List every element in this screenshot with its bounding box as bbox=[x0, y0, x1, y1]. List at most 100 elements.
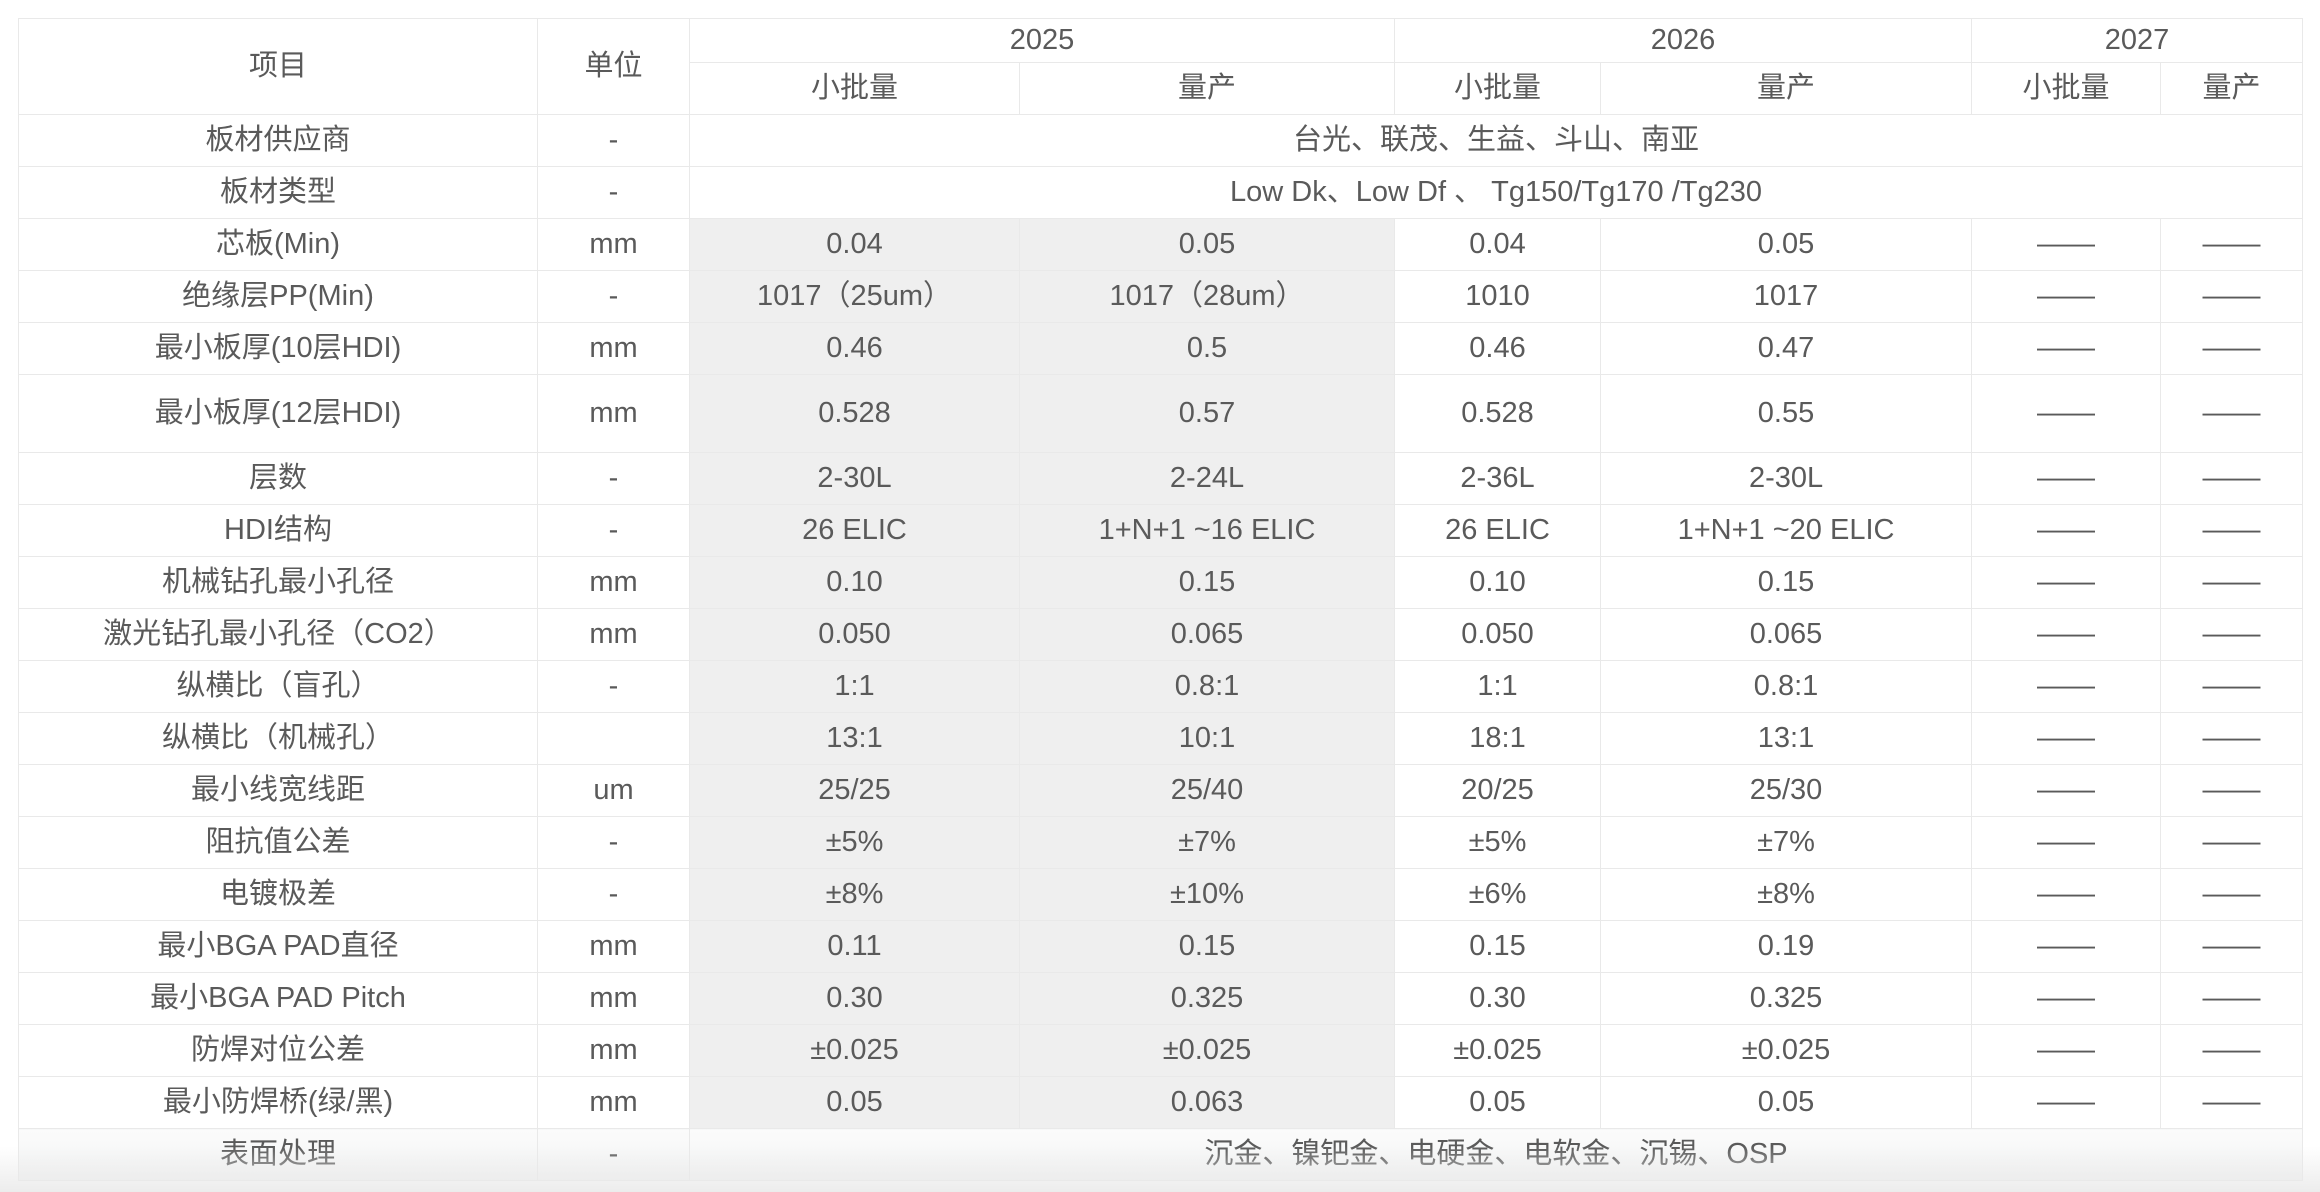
value-cell: 0.04 bbox=[689, 218, 1020, 271]
value-cell: —— bbox=[1971, 452, 2162, 505]
value-cell: 26 ELIC bbox=[1394, 504, 1602, 557]
value-cell: —— bbox=[1971, 712, 2162, 765]
row-label: 最小BGA PAD直径 bbox=[18, 920, 538, 973]
value-cell: ±0.025 bbox=[689, 1024, 1020, 1077]
unit-cell: mm bbox=[537, 374, 690, 453]
value-cell: ±0.025 bbox=[1394, 1024, 1602, 1077]
table-row: 防焊对位公差 mm ±0.025 ±0.025 ±0.025 ±0.025 —— —— bbox=[18, 1024, 2304, 1077]
table-row: 纵横比（机械孔） 13:1 10:1 18:1 13:1 —— —— bbox=[18, 712, 2304, 765]
row-label: 阻抗值公差 bbox=[18, 816, 538, 869]
header-2026-mass: 量产 bbox=[1600, 62, 1973, 115]
value-cell: 0.325 bbox=[1018, 972, 1396, 1025]
row-label: 最小BGA PAD Pitch bbox=[18, 972, 538, 1025]
unit-cell: - bbox=[537, 114, 690, 167]
table-row: 纵横比（盲孔） -1:1 0.8:1 1:1 0.8:1 —— —— bbox=[18, 660, 2304, 713]
table-row: 绝缘层PP(Min) -1017（25um） 1017（28um） 1010 1017—… bbox=[18, 270, 2304, 323]
value-cell: 1017（25um） bbox=[689, 270, 1020, 323]
row-label: 防焊对位公差 bbox=[18, 1024, 538, 1077]
unit-cell: - bbox=[537, 166, 690, 219]
value-cell: 10:1 bbox=[1018, 712, 1396, 765]
row-label: 层数 bbox=[18, 452, 538, 505]
unit-cell: mm bbox=[537, 556, 690, 609]
value-cell: 1010 bbox=[1394, 270, 1602, 323]
value-cell: 0.05 bbox=[1600, 218, 1973, 271]
value-cell: —— bbox=[2160, 556, 2304, 609]
value-cell: —— bbox=[1971, 1076, 2162, 1129]
row-label: 芯板(Min) bbox=[18, 218, 538, 271]
unit-cell: - bbox=[537, 1128, 690, 1181]
span-value-cell: 台光、联茂、生益、斗山、南亚 bbox=[688, 114, 2304, 167]
value-cell: —— bbox=[2160, 452, 2304, 505]
row-label: 绝缘层PP(Min) bbox=[18, 270, 538, 323]
value-cell: 26 ELIC bbox=[689, 504, 1020, 557]
value-cell: 13:1 bbox=[1600, 712, 1973, 765]
table-row: 芯板(Min) mm 0.04 0.05 0.04 0.05 —— —— bbox=[18, 218, 2304, 271]
table-row: 最小线宽线距 um 25/25 25/40 20/25 25/30 —— —— bbox=[18, 764, 2304, 817]
value-cell: 2-36L bbox=[1394, 452, 1602, 505]
header-year-2025: 2025 bbox=[688, 18, 1396, 63]
value-cell: —— bbox=[2160, 1024, 2304, 1077]
unit-cell: mm bbox=[537, 1076, 690, 1129]
value-cell: —— bbox=[1971, 660, 2162, 713]
value-cell: 0.065 bbox=[1018, 608, 1396, 661]
table-row: 机械钻孔最小孔径 mm 0.10 0.15 0.10 0.15 —— —— bbox=[18, 556, 2304, 609]
value-cell: 0.55 bbox=[1600, 374, 1973, 453]
value-cell: 0.19 bbox=[1600, 920, 1973, 973]
value-cell: 25/40 bbox=[1018, 764, 1396, 817]
value-cell: 0.8:1 bbox=[1018, 660, 1396, 713]
header-2027-mass: 量产 bbox=[2160, 62, 2304, 115]
value-cell: —— bbox=[1971, 556, 2162, 609]
table-row: 电镀极差 - ±8% ±10% ±6% ±8% —— —— bbox=[18, 868, 2304, 921]
value-cell: 0.05 bbox=[1018, 218, 1396, 271]
value-cell: —— bbox=[2160, 712, 2304, 765]
value-cell: —— bbox=[1971, 972, 2162, 1025]
value-cell: 1017（28um） bbox=[1018, 270, 1396, 323]
value-cell: ±8% bbox=[1600, 868, 1973, 921]
value-cell: 0.05 bbox=[1600, 1076, 1973, 1129]
unit-cell bbox=[537, 712, 690, 765]
table-row: HDI结构 -26 ELIC 1+N+1 ~16 ELIC 26 ELIC 1+N+1 … bbox=[18, 504, 2304, 557]
value-cell: —— bbox=[2160, 504, 2304, 557]
table-row: 最小板厚(12层HDI) mm 0.528 0.57 0.528 0.55 —— —— bbox=[18, 374, 2304, 453]
value-cell: 0.11 bbox=[689, 920, 1020, 973]
value-cell: —— bbox=[2160, 608, 2304, 661]
table-row: 板材类型 - Low Dk、Low Df 、 Tg150/Tg170 /Tg230 bbox=[18, 166, 2304, 219]
table-row: 最小板厚(10层HDI) mm 0.46 0.5 0.46 0.47 —— —— bbox=[18, 322, 2304, 375]
value-cell: 0.15 bbox=[1018, 556, 1396, 609]
value-cell: 1017 bbox=[1600, 270, 1973, 323]
row-label: 板材类型 bbox=[18, 166, 538, 219]
value-cell: 0.05 bbox=[1394, 1076, 1602, 1129]
row-label: 电镀极差 bbox=[18, 868, 538, 921]
value-cell: ±7% bbox=[1600, 816, 1973, 869]
row-label: HDI结构 bbox=[18, 504, 538, 557]
value-cell: —— bbox=[2160, 660, 2304, 713]
value-cell: 18:1 bbox=[1394, 712, 1602, 765]
value-cell: —— bbox=[2160, 816, 2304, 869]
value-cell: 0.8:1 bbox=[1600, 660, 1973, 713]
row-label: 表面处理 bbox=[18, 1128, 538, 1181]
value-cell: 1+N+1 ~16 ELIC bbox=[1018, 504, 1396, 557]
header-row-years: 项目 单位 2025 2026 2027 bbox=[18, 18, 2304, 115]
unit-cell: - bbox=[537, 504, 690, 557]
value-cell: 0.050 bbox=[689, 608, 1020, 661]
unit-cell: mm bbox=[537, 218, 690, 271]
value-cell: 2-30L bbox=[1600, 452, 1973, 505]
value-cell: 0.10 bbox=[689, 556, 1020, 609]
value-cell: 0.15 bbox=[1394, 920, 1602, 973]
value-cell: —— bbox=[2160, 764, 2304, 817]
value-cell: ±0.025 bbox=[1600, 1024, 1973, 1077]
value-cell: 0.05 bbox=[689, 1076, 1020, 1129]
unit-cell: mm bbox=[537, 972, 690, 1025]
value-cell: 0.065 bbox=[1600, 608, 1973, 661]
row-label: 最小线宽线距 bbox=[18, 764, 538, 817]
table-row: 最小BGA PAD直径 mm 0.11 0.15 0.15 0.19 —— —— bbox=[18, 920, 2304, 973]
unit-cell: mm bbox=[537, 608, 690, 661]
table-row: 最小BGA PAD Pitch mm 0.30 0.325 0.30 0.325 —— —— bbox=[18, 972, 2304, 1025]
value-cell: 0.04 bbox=[1394, 218, 1602, 271]
unit-cell: - bbox=[537, 452, 690, 505]
value-cell: ±5% bbox=[1394, 816, 1602, 869]
value-cell: —— bbox=[1971, 608, 2162, 661]
value-cell: —— bbox=[1971, 374, 2162, 453]
value-cell: —— bbox=[1971, 868, 2162, 921]
